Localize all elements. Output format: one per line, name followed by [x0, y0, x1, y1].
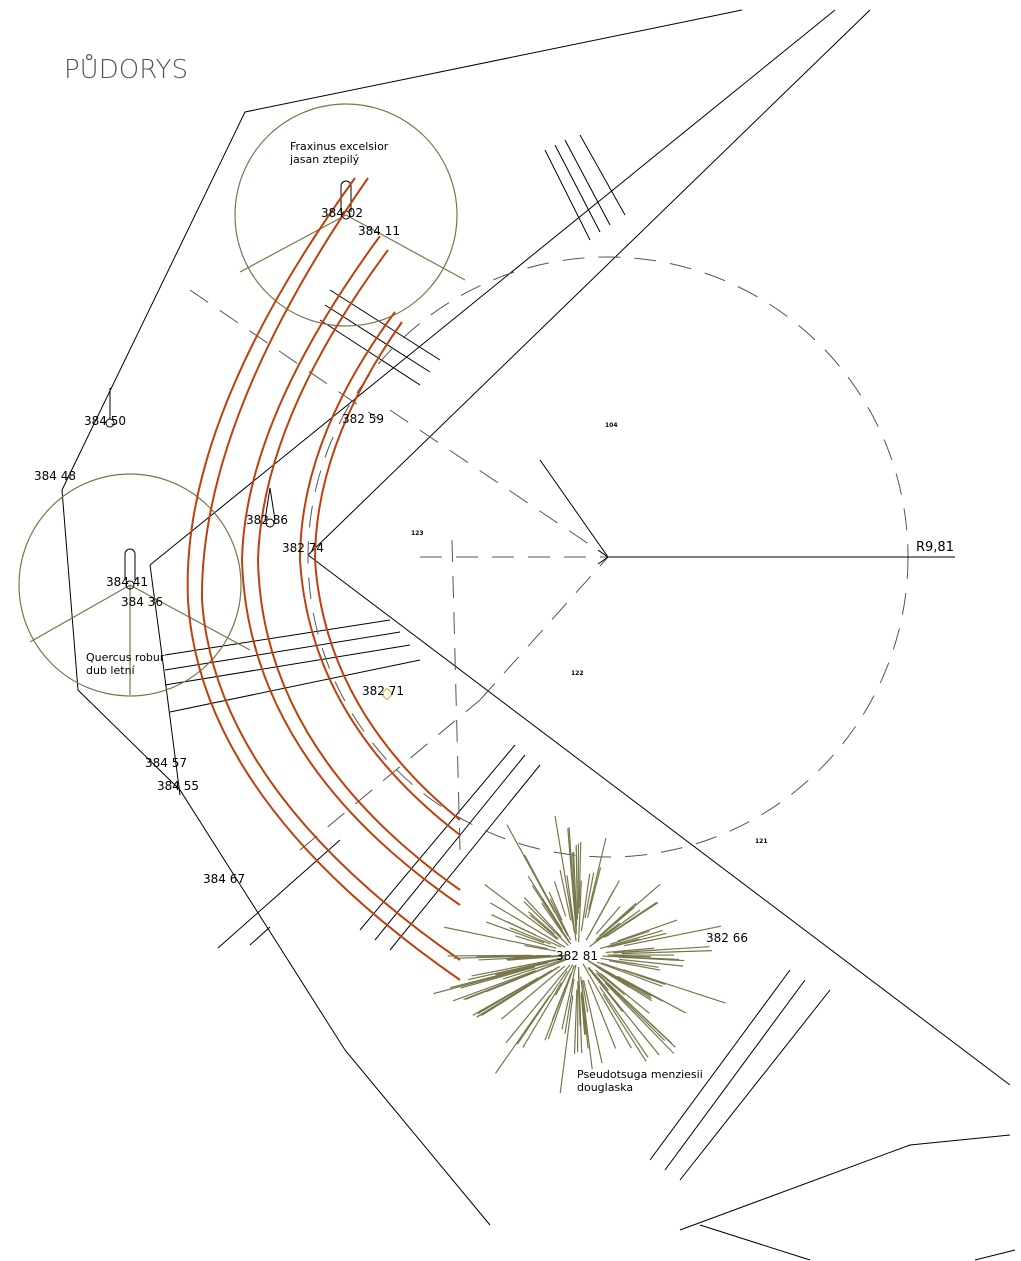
height: 384 48	[34, 469, 76, 483]
tree-czech: jasan ztepilý	[289, 153, 360, 166]
needle	[496, 995, 550, 1073]
needle	[485, 885, 557, 940]
area-number: 104	[605, 422, 618, 429]
area-number: 121	[755, 838, 768, 845]
tree-crowns	[19, 104, 465, 700]
plan: PŮDORYS	[0, 0, 1021, 1261]
height: 384 36	[121, 595, 163, 609]
needle	[583, 964, 631, 1048]
needle	[468, 959, 558, 979]
tree-czech: douglaska	[577, 1081, 633, 1094]
needle	[623, 970, 725, 1003]
needle	[578, 970, 580, 1026]
height: 384 57	[145, 756, 187, 770]
needle	[589, 838, 606, 910]
needle	[600, 987, 648, 1058]
radius-label: R9,81	[916, 540, 954, 555]
height: 384 11	[358, 224, 400, 238]
area-number: 123	[411, 530, 424, 537]
height: 384 50	[84, 414, 126, 428]
needle	[603, 994, 646, 1061]
height: 384 67	[203, 872, 245, 886]
height: 384 41	[106, 575, 148, 589]
height: 382 86	[246, 513, 288, 527]
title: PŮDORYS	[64, 52, 188, 85]
tree-latin: Fraxinus excelsior	[290, 140, 389, 153]
needle	[524, 897, 561, 936]
needle	[588, 967, 623, 1011]
tree-czech: dub letní	[86, 664, 136, 677]
height: 382 74	[282, 541, 324, 555]
needle	[525, 855, 567, 934]
needle	[552, 987, 565, 1020]
needle	[609, 961, 660, 970]
height: 382 59	[342, 412, 384, 426]
height: 382 81	[556, 949, 598, 963]
height: 384 55	[157, 779, 199, 793]
height: 384 02	[321, 206, 363, 220]
dashed-radius	[190, 257, 955, 857]
needle	[575, 990, 577, 1054]
labels: Fraxinus excelsior jasan ztepilý Quercus…	[34, 140, 954, 1094]
tree-latin: Quercus robur	[86, 651, 165, 664]
height: 382 66	[706, 931, 748, 945]
height: 382 71	[362, 684, 404, 698]
tree-latin: Pseudotsuga menziesii	[577, 1068, 703, 1081]
needle	[594, 923, 619, 942]
area-number: 122	[571, 670, 584, 677]
needle	[453, 971, 535, 1001]
